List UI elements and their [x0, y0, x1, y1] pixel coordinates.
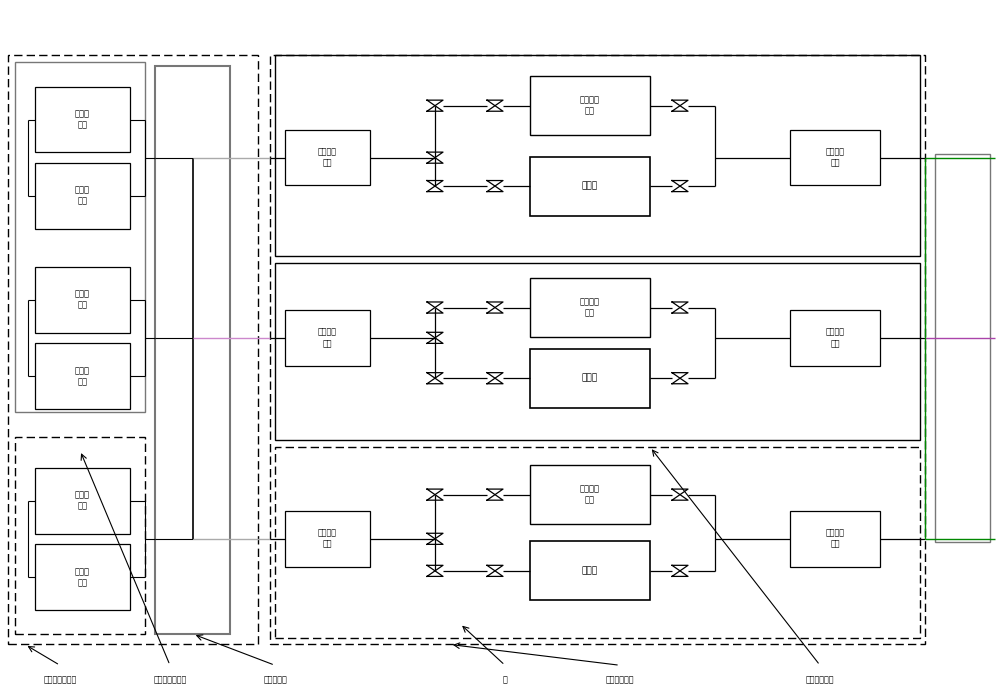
Text: 冷却塔
构件: 冷却塔 构件 [75, 491, 90, 511]
Text: 冷却塔
构件: 冷却塔 构件 [75, 567, 90, 587]
Text: 换热器: 换热器 [582, 182, 598, 191]
Bar [285, 310, 370, 366]
Text: 换热器: 换热器 [582, 566, 598, 575]
Bar [935, 155, 990, 542]
Text: 冷水机组
部件: 冷水机组 部件 [580, 297, 600, 317]
Text: 阀: 阀 [503, 676, 507, 685]
Text: 多套换热组件: 多套换热组件 [606, 676, 634, 685]
Bar [275, 55, 920, 256]
Bar [35, 267, 130, 333]
Bar [285, 130, 370, 185]
Text: 冷却水泵
部件: 冷却水泵 部件 [318, 148, 337, 168]
Text: 单套冷却塔部件: 单套冷却塔部件 [153, 676, 187, 685]
Text: 单套换热组件: 单套换热组件 [806, 676, 834, 685]
Bar [530, 349, 650, 407]
Text: 冷却塔
构件: 冷却塔 构件 [75, 109, 90, 130]
Bar [790, 310, 880, 366]
Text: 冷却水泵
部件: 冷却水泵 部件 [318, 328, 337, 348]
Bar [155, 66, 230, 634]
Bar [270, 55, 925, 644]
Bar [530, 465, 650, 524]
Text: 冷却塔
构件: 冷却塔 构件 [75, 366, 90, 386]
Bar [530, 278, 650, 337]
Bar [8, 55, 258, 644]
Bar [15, 437, 145, 634]
Bar [35, 163, 130, 229]
Bar [530, 76, 650, 135]
Bar [275, 447, 920, 638]
Bar [530, 157, 650, 216]
Text: 冷却塔
构件: 冷却塔 构件 [75, 186, 90, 206]
Bar [35, 544, 130, 610]
Bar [275, 263, 920, 440]
Text: 冷却水泵
部件: 冷却水泵 部件 [318, 529, 337, 549]
Text: 冷水机组
部件: 冷水机组 部件 [580, 96, 600, 116]
Bar [35, 87, 130, 152]
Bar [790, 130, 880, 185]
Text: 冷却水环管: 冷却水环管 [263, 676, 287, 685]
Bar [35, 343, 130, 409]
Text: 冷冻水泵
部件: 冷冻水泵 部件 [826, 328, 844, 348]
Text: 冷却塔
构件: 冷却塔 构件 [75, 290, 90, 310]
Bar [790, 511, 880, 567]
Bar [285, 511, 370, 567]
Bar [530, 541, 650, 600]
Text: 冷冻水泵
部件: 冷冻水泵 部件 [826, 529, 844, 549]
Text: 冷冻水泵
部件: 冷冻水泵 部件 [826, 148, 844, 168]
Bar [35, 468, 130, 534]
Text: 冷水机组
部件: 冷水机组 部件 [580, 484, 600, 505]
Bar [15, 62, 145, 412]
Text: 换热器: 换热器 [582, 374, 598, 383]
Text: 多套冷却塔部件: 多套冷却塔部件 [43, 676, 77, 685]
